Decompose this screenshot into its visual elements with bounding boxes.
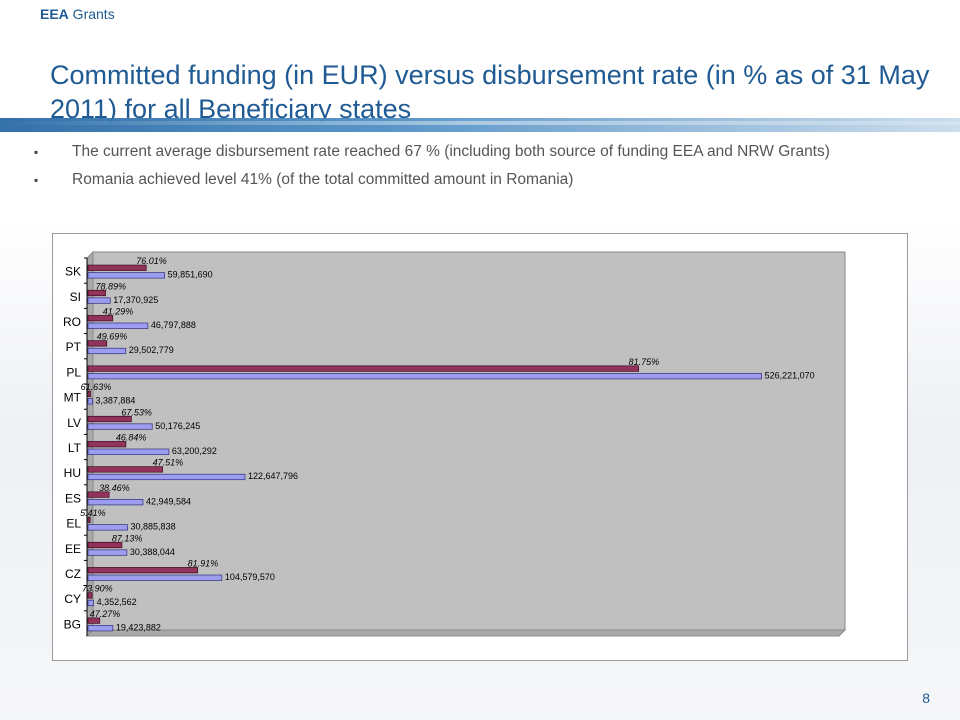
rate-data-label: 46.84%: [116, 432, 147, 442]
y-tick-label: BG: [64, 617, 81, 631]
rate-data-label: 78.89%: [96, 281, 127, 291]
rate-data-label: 73.90%: [82, 584, 113, 594]
bar-rate: [87, 491, 110, 498]
page-title: Committed funding (in EUR) versus disbur…: [50, 60, 930, 124]
y-tick-label: PL: [66, 365, 81, 379]
header-band: [0, 118, 960, 132]
amount-data-label: 46,797,888: [151, 320, 196, 330]
bar-rate: [87, 541, 123, 549]
y-tick-label: MT: [64, 391, 82, 405]
bar-rate: [87, 390, 92, 397]
bar-rate: [87, 567, 198, 574]
bar-amount: [87, 599, 94, 607]
chart-frame: SK 76.01% 59,851,690 SI 78.89% 17,370,925 RO 41…: [52, 233, 908, 661]
amount-data-label: 63,200,292: [172, 446, 217, 456]
bar-amount: [87, 524, 128, 531]
bullet-text: Romania achieved level 41% (of the total…: [72, 171, 574, 188]
bar-rate: [87, 592, 93, 599]
y-tick-label: HU: [64, 466, 81, 480]
bar-rate: [87, 466, 163, 473]
y-tick-label: EL: [66, 517, 81, 531]
bar-amount: [87, 398, 93, 405]
bar-rate: [87, 264, 147, 271]
amount-data-label: 19,423,882: [116, 622, 161, 632]
bar-amount: [87, 272, 165, 279]
rate-data-label: 81.91%: [188, 558, 219, 568]
y-tick-label: CZ: [65, 567, 81, 581]
amount-data-label: 526,221,070: [765, 370, 815, 380]
y-tick-label: EE: [65, 542, 81, 556]
bar-amount: [87, 448, 170, 455]
bar-rate: [87, 516, 91, 523]
bar-amount: [87, 625, 114, 632]
rate-data-label: 49.69%: [97, 332, 128, 342]
bar-rate: [87, 365, 639, 372]
brand-rest: Grants: [68, 6, 115, 22]
bullet-item: ▪ Romania achieved level 41% (of the tot…: [34, 170, 894, 190]
bar-amount: [87, 297, 111, 304]
plot-floor: [85, 629, 847, 637]
chart: SK 76.01%59,851,690 SI 78.89% 17,370,925 RO 41…: [63, 250, 847, 638]
y-tick-label: ES: [65, 491, 81, 505]
bar-amount: [87, 347, 127, 355]
rate-data-label: 61.63%: [81, 382, 112, 392]
y-tick-label: LV: [67, 416, 81, 430]
bar-rate: [87, 441, 127, 448]
amount-data-label: 42,949,584: [146, 496, 191, 506]
amount-data-label: 50,176,245: [155, 421, 200, 431]
plot-back-wall: [92, 251, 846, 631]
bar-amount: [87, 549, 128, 556]
rate-data-label: 5.41%: [80, 508, 106, 518]
amount-data-label: 4,352,562: [97, 597, 137, 607]
brand-logo: EEA Grants: [40, 6, 115, 22]
rate-data-label: 41.29%: [103, 306, 134, 316]
bar-amount: [87, 322, 149, 329]
y-tick-label: CY: [64, 592, 81, 606]
amount-data-label: 3,387,884: [95, 396, 135, 406]
bullet-text: The current average disbursement rate re…: [72, 143, 830, 160]
bullet-item: ▪ The current average disbursement rate …: [34, 142, 894, 162]
rate-data-label: 47.51%: [153, 458, 184, 468]
rate-data-label: 47.27%: [90, 609, 121, 619]
bar-amount: [87, 373, 762, 380]
bar-amount: [87, 574, 223, 581]
bar-amount: [87, 499, 144, 506]
rate-data-label: 81.75%: [629, 357, 660, 367]
bar-amount: [87, 473, 246, 481]
bullet-list: ▪ The current average disbursement rate …: [34, 142, 894, 198]
amount-data-label: 122,647,796: [248, 471, 298, 481]
y-tick-label: SK: [65, 265, 81, 279]
amount-data-label: 29,502,779: [129, 345, 174, 355]
amount-data-label: 104,579,570: [225, 572, 275, 582]
rate-data-label: 87.13%: [112, 533, 143, 543]
bar-rate: [87, 289, 106, 297]
amount-data-label: 17,370,925: [113, 295, 158, 305]
bar-rate: [87, 617, 101, 624]
amount-data-label: 59,851,690: [168, 270, 213, 280]
bar-rate: [87, 315, 114, 322]
brand-bold: EEA: [40, 6, 69, 22]
page-number: 8: [922, 690, 930, 706]
bullet-marker-icon: ▪: [34, 173, 39, 187]
amount-data-label: 30,388,044: [130, 547, 175, 557]
bar-rate: [87, 415, 132, 423]
rate-data-label: 38.46%: [99, 483, 130, 493]
bar-rate: [87, 340, 108, 347]
bar-amount: [87, 423, 153, 430]
y-tick-label: PT: [66, 340, 82, 354]
rate-data-label: 67.53%: [121, 407, 152, 417]
bullet-marker-icon: ▪: [34, 145, 39, 159]
y-tick-label: RO: [63, 315, 81, 329]
amount-data-label: 30,885,838: [131, 522, 176, 532]
rate-data-label: 76.01%: [136, 256, 167, 266]
y-tick-label: LT: [68, 441, 82, 455]
y-tick-label: SI: [70, 290, 81, 304]
